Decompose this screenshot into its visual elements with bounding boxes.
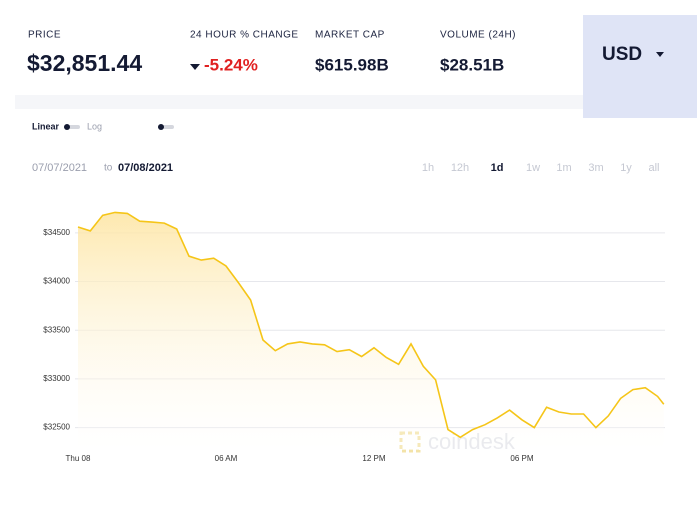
date-to-word: to xyxy=(104,163,113,174)
toggle-knob xyxy=(158,124,164,130)
range-button[interactable]: 1y xyxy=(620,162,632,174)
x-tick-label: Thu 08 xyxy=(66,454,91,463)
range-button[interactable]: all xyxy=(648,162,659,174)
area xyxy=(78,212,664,450)
log-option[interactable]: Log xyxy=(87,121,102,131)
y-tick-label: $34500 xyxy=(43,228,70,237)
down-arrow xyxy=(190,64,200,70)
y-tick-label: $33000 xyxy=(43,374,70,383)
currency-caret xyxy=(656,52,664,57)
x-tick-label: 06 AM xyxy=(215,454,238,463)
date-from[interactable]: 07/07/2021 xyxy=(32,162,87,174)
x-tick-label: 06 PM xyxy=(510,454,533,463)
price-line xyxy=(77,211,665,439)
range-button[interactable]: 1h xyxy=(422,162,434,174)
currency-box[interactable] xyxy=(583,15,697,118)
price: $32,851.44 xyxy=(27,50,142,76)
currency[interactable]: USD xyxy=(602,44,642,65)
change-label: 24 HOUR % CHANGE xyxy=(190,30,299,41)
x-tick-label: 12 PM xyxy=(362,454,385,463)
range-button[interactable]: 3m xyxy=(588,162,603,174)
y-tick-label: $34000 xyxy=(43,277,70,286)
range-buttons: 1h 12h 1d 1w 1m 3m 1y all xyxy=(422,162,660,174)
range-button[interactable]: 1d xyxy=(491,162,504,174)
range-button[interactable]: 1w xyxy=(526,162,540,174)
volume: $28.51B xyxy=(440,55,504,74)
market-cap-label: MARKET CAP xyxy=(315,30,385,41)
market-cap: $615.98B xyxy=(315,55,389,74)
change: -5.24% xyxy=(204,55,258,74)
toggle-knob xyxy=(64,124,70,130)
y-tick-label: $32500 xyxy=(43,423,70,432)
price-label: PRICE xyxy=(28,30,61,41)
plot: $32500 $33000 $33500 $34000 $34500 Thu 08 06 A… xyxy=(43,211,665,463)
range-button[interactable]: 1m xyxy=(556,162,571,174)
divider xyxy=(15,95,583,109)
linear-option[interactable]: Linear xyxy=(32,121,60,131)
y-tick-label: $33500 xyxy=(43,325,70,334)
range-button[interactable]: 12h xyxy=(451,162,469,174)
volume-label: VOLUME (24H) xyxy=(440,30,516,41)
date-to[interactable]: 07/08/2021 xyxy=(118,162,173,174)
